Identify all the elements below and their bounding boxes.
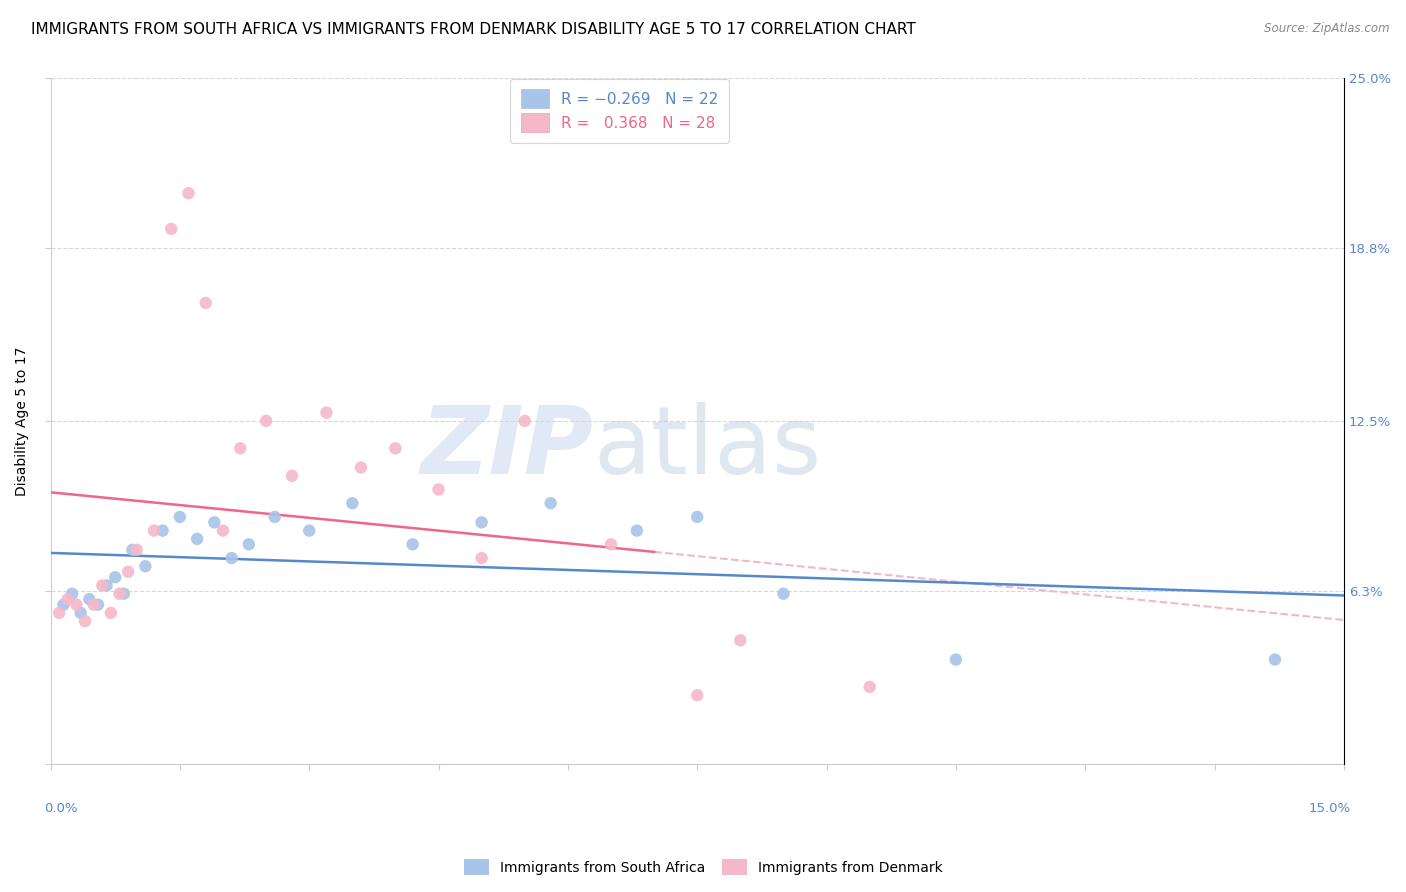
Point: [427, 483, 450, 497]
Point: [471, 551, 494, 566]
Point: [169, 509, 191, 524]
Point: [600, 537, 623, 551]
Legend: R = −0.269   N = 22, R =   0.368   N = 28: R = −0.269 N = 22, R = 0.368 N = 28: [510, 78, 728, 143]
Point: [143, 524, 166, 538]
Text: 0.0%: 0.0%: [44, 802, 77, 814]
Point: [513, 414, 536, 428]
Point: [186, 532, 208, 546]
Point: [194, 296, 217, 310]
Point: [112, 587, 135, 601]
Text: ZIP: ZIP: [420, 402, 593, 494]
Point: [686, 509, 709, 524]
Point: [73, 614, 96, 628]
Point: [540, 496, 562, 510]
Point: [60, 587, 83, 601]
Point: [945, 652, 967, 666]
Point: [730, 633, 752, 648]
Point: [117, 565, 139, 579]
Point: [202, 516, 225, 530]
Point: [87, 598, 110, 612]
Point: [471, 516, 494, 530]
Point: [65, 598, 87, 612]
Point: [402, 537, 425, 551]
Point: [160, 222, 183, 236]
Point: [1264, 652, 1286, 666]
Legend: Immigrants from South Africa, Immigrants from Denmark: Immigrants from South Africa, Immigrants…: [458, 854, 948, 880]
Point: [772, 587, 794, 601]
Point: [134, 559, 156, 574]
Point: [212, 524, 235, 538]
Text: atlas: atlas: [593, 402, 823, 494]
Point: [384, 442, 406, 456]
Point: [298, 524, 321, 538]
Point: [281, 468, 304, 483]
Point: [79, 592, 101, 607]
Point: [263, 509, 285, 524]
Point: [48, 606, 70, 620]
Point: [56, 592, 79, 607]
Point: [104, 570, 127, 584]
Point: [350, 460, 373, 475]
Point: [52, 598, 75, 612]
Text: 15.0%: 15.0%: [1308, 802, 1350, 814]
Point: [91, 578, 114, 592]
Point: [626, 524, 648, 538]
Point: [229, 442, 252, 456]
Point: [83, 598, 105, 612]
Y-axis label: Disability Age 5 to 17: Disability Age 5 to 17: [15, 346, 30, 496]
Point: [342, 496, 364, 510]
Point: [152, 524, 174, 538]
Point: [96, 578, 118, 592]
Point: [315, 406, 337, 420]
Point: [859, 680, 882, 694]
Point: [69, 606, 91, 620]
Point: [125, 542, 148, 557]
Point: [108, 587, 131, 601]
Point: [254, 414, 277, 428]
Point: [177, 186, 200, 201]
Point: [686, 688, 709, 702]
Point: [221, 551, 243, 566]
Point: [100, 606, 122, 620]
Point: [238, 537, 260, 551]
Text: IMMIGRANTS FROM SOUTH AFRICA VS IMMIGRANTS FROM DENMARK DISABILITY AGE 5 TO 17 C: IMMIGRANTS FROM SOUTH AFRICA VS IMMIGRAN…: [31, 22, 915, 37]
Point: [121, 542, 143, 557]
Text: Source: ZipAtlas.com: Source: ZipAtlas.com: [1264, 22, 1389, 36]
